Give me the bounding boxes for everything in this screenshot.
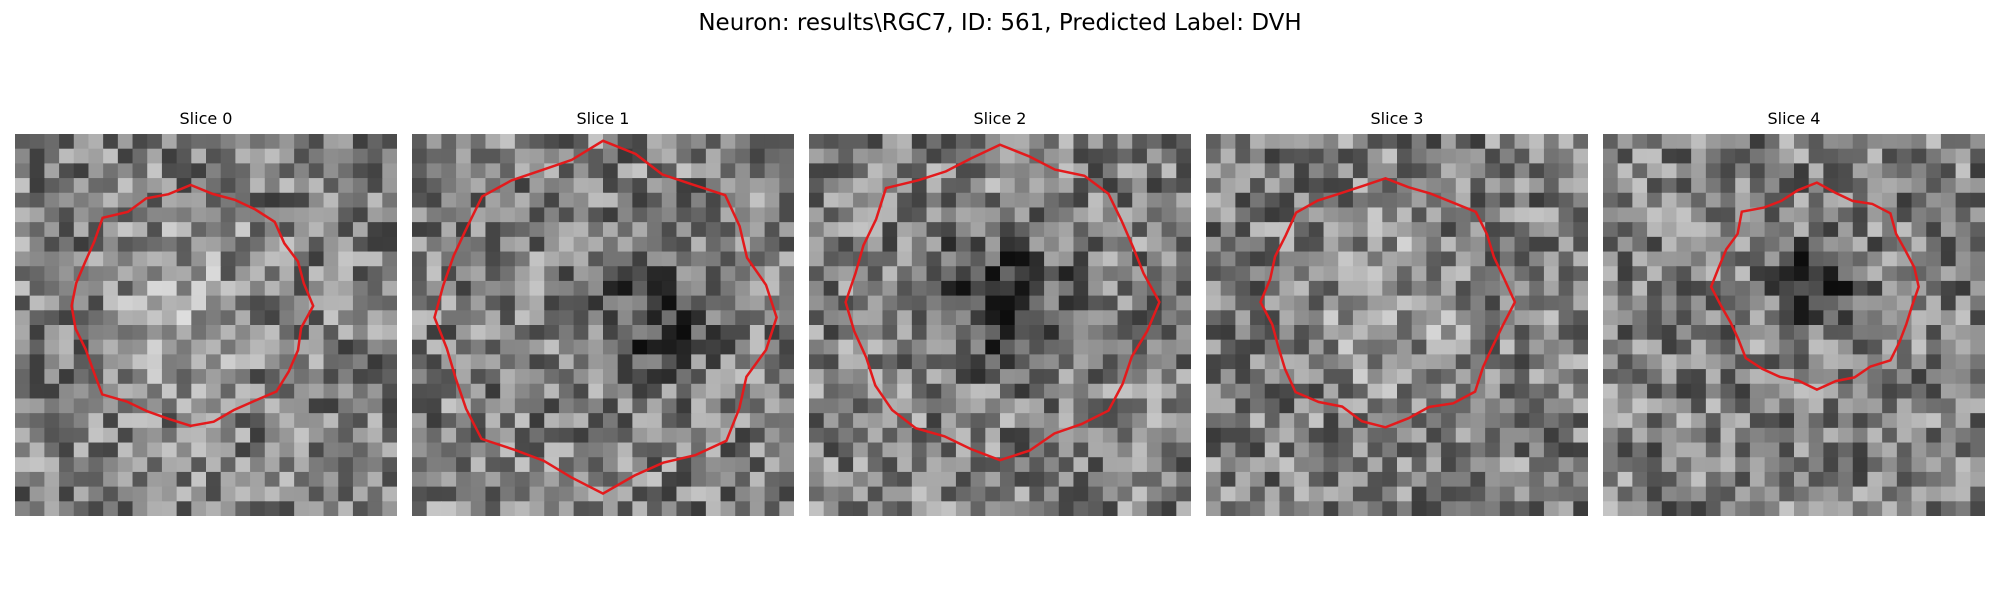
slice-panel-4: Slice 4 <box>1603 109 1985 516</box>
figure-title: Neuron: results\RGC7, ID: 561, Predicted… <box>698 10 1302 36</box>
slice-pixel-grid <box>15 134 397 516</box>
slice-image <box>15 134 397 516</box>
roi-contour <box>1709 181 1920 391</box>
slice-pixel-grid <box>412 134 794 516</box>
slice-panel-1: Slice 1 <box>412 109 794 516</box>
slice-title: Slice 4 <box>1767 109 1821 128</box>
slice-panel-3: Slice 3 <box>1206 109 1588 516</box>
slice-image <box>1603 134 1985 516</box>
slice-image <box>809 134 1191 516</box>
roi-contour <box>844 143 1161 462</box>
slice-pixel-grid <box>809 134 1191 516</box>
slice-panel-2: Slice 2 <box>809 109 1191 516</box>
slice-pixel-grid <box>1603 134 1985 516</box>
roi-contour <box>1259 176 1517 429</box>
slice-title: Slice 3 <box>1370 109 1424 128</box>
slice-title: Slice 2 <box>973 109 1027 128</box>
roi-contour <box>433 139 778 496</box>
roi-contour <box>70 183 315 428</box>
slice-image <box>1206 134 1588 516</box>
slice-panel-0: Slice 0 <box>15 109 397 516</box>
slice-pixel-grid <box>1206 134 1588 516</box>
slice-image <box>412 134 794 516</box>
slice-title: Slice 1 <box>576 109 630 128</box>
slice-title: Slice 0 <box>179 109 233 128</box>
